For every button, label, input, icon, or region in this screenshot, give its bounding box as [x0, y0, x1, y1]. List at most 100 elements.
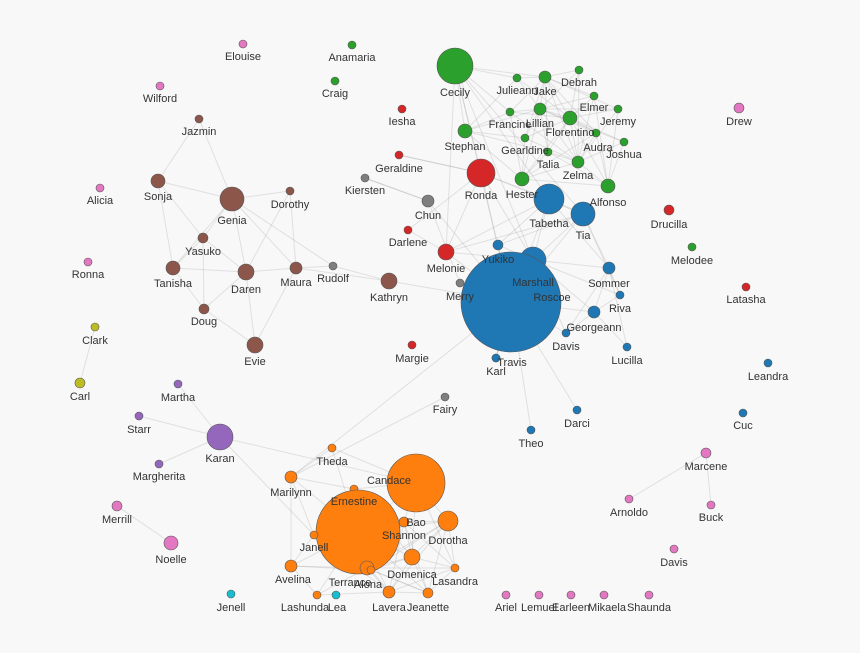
edge: [172, 267, 205, 310]
node-label: Maura: [280, 277, 312, 289]
node: [534, 590, 544, 600]
node-label: Marilynn: [270, 487, 312, 499]
node-label: Avelina: [275, 574, 312, 586]
edge: [516, 77, 571, 119]
edge: [427, 520, 449, 594]
edge: [539, 108, 625, 143]
edge: [464, 108, 541, 132]
edge: [198, 118, 233, 200]
node-label: Cecily: [440, 87, 470, 99]
node-label: Francine: [489, 119, 532, 131]
edge: [539, 69, 580, 110]
node-label: Carl: [70, 391, 90, 403]
node-label: Elmer: [580, 102, 609, 114]
node-label: Jeanette: [407, 602, 449, 614]
node: [687, 242, 697, 252]
node: [284, 470, 298, 484]
node-label: Evie: [244, 356, 265, 368]
node-label: Drew: [726, 116, 752, 128]
node: [386, 453, 446, 513]
node-label: Theda: [316, 456, 348, 468]
node: [566, 590, 576, 600]
node-label: Kiersten: [345, 185, 385, 197]
node: [206, 423, 234, 451]
edge: [509, 111, 579, 163]
node-label: Travis: [497, 357, 527, 369]
node-label: Yasuko: [185, 246, 221, 258]
edge: [464, 77, 518, 132]
edge: [231, 198, 334, 267]
edge: [231, 198, 297, 269]
node-label: Audra: [583, 142, 613, 154]
node: [309, 530, 319, 540]
edge: [138, 415, 221, 438]
node-label: Marcene: [685, 461, 728, 473]
node: [331, 590, 341, 600]
node: [624, 494, 634, 504]
edge: [516, 77, 541, 110]
node: [571, 155, 585, 169]
node-label: Geraldine: [375, 163, 423, 175]
edge: [445, 198, 550, 253]
edge: [454, 65, 584, 215]
node: [165, 260, 181, 276]
node: [526, 425, 536, 435]
node-label: Kathryn: [370, 292, 408, 304]
node: [436, 47, 474, 85]
edge: [480, 172, 534, 261]
node: [111, 500, 123, 512]
edge: [116, 505, 172, 544]
edge: [464, 130, 526, 139]
node-label: Martha: [161, 392, 196, 404]
edge: [364, 177, 429, 202]
node: [238, 39, 248, 49]
edge: [454, 65, 550, 200]
node: [700, 447, 712, 459]
node-label: Marshall: [512, 277, 554, 289]
node: [570, 201, 596, 227]
node: [572, 405, 582, 415]
edge: [219, 436, 417, 484]
node-label: Leandra: [748, 371, 789, 383]
node: [246, 336, 264, 354]
edge: [544, 76, 571, 119]
edge: [539, 108, 579, 163]
node-label: Florentino: [546, 127, 595, 139]
edge: [245, 267, 297, 273]
node: [587, 305, 601, 319]
node-label: Jazmin: [182, 126, 217, 138]
node: [90, 322, 100, 332]
node: [347, 40, 357, 50]
edge: [539, 108, 549, 153]
node-label: Shaunda: [627, 602, 672, 614]
edge: [539, 95, 595, 110]
node-label: Ronna: [72, 269, 105, 281]
node: [589, 91, 599, 101]
node-label: Doug: [191, 316, 217, 328]
edge: [454, 65, 534, 261]
node: [173, 379, 183, 389]
node: [197, 232, 209, 244]
node: [328, 261, 338, 271]
node-label: Buck: [699, 512, 724, 524]
edge: [454, 65, 482, 174]
node-label: Hester: [506, 189, 539, 201]
node: [312, 590, 322, 600]
edge: [497, 213, 584, 246]
node: [514, 171, 530, 187]
node: [706, 500, 716, 510]
node-label: Wilford: [143, 93, 177, 105]
node-label: Darlene: [389, 237, 428, 249]
node: [669, 544, 679, 554]
node-label: Melodee: [671, 255, 713, 267]
edge: [245, 271, 256, 346]
edge: [577, 141, 625, 163]
node-label: Elouise: [225, 51, 261, 63]
node: [538, 70, 552, 84]
edge: [388, 567, 456, 593]
edge: [290, 534, 315, 567]
node-label: Fairy: [433, 404, 458, 416]
edge: [544, 76, 595, 97]
edge: [290, 396, 446, 478]
node: [591, 128, 601, 138]
